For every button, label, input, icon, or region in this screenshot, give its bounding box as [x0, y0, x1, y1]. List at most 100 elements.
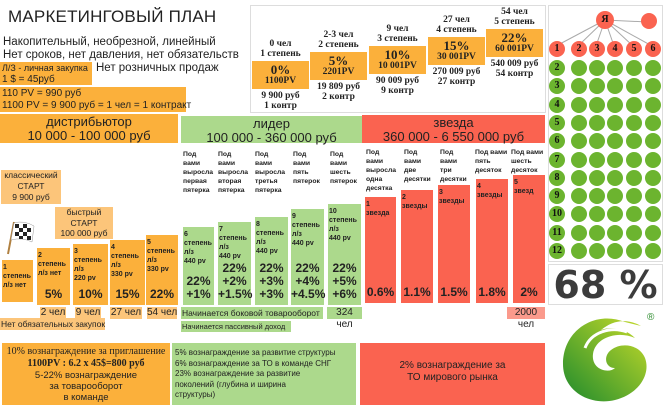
tree-node-level-1: 3: [589, 41, 605, 57]
tree-level-label: 2: [549, 60, 565, 76]
tree-node: [589, 96, 605, 113]
bar-percent: 2%: [520, 285, 538, 299]
tree-node: [607, 96, 623, 113]
tree-node: [626, 96, 642, 113]
bar-percent: 22%: [149, 287, 175, 301]
step-income: 540 009 руб 54 контр: [490, 59, 539, 79]
tree-node: [571, 133, 587, 150]
pv-1100: 1100 PV = 9 900 руб = 1 чел = 1 контракт: [2, 100, 192, 111]
tree-node: [645, 78, 661, 95]
tree-level-label: 8: [549, 169, 565, 186]
fast-start-box: быстрый СТАРТ 100 000 руб: [55, 207, 113, 239]
distributor-bar: 5 степень л/з 330 pv 22%: [146, 235, 178, 305]
star-condition: Под вами шесть десяток: [511, 149, 544, 174]
checkered-flag-icon: [7, 221, 35, 255]
tree-node-level-1: 6: [645, 41, 661, 57]
tree-node: [571, 96, 587, 113]
bar-level-text: 5 звезд: [514, 179, 534, 195]
leader-condition: Под вами пять пятерок: [293, 151, 320, 185]
tree-node: [571, 114, 587, 131]
leader-condition: Под вами шесть пятерок: [330, 151, 357, 185]
tree-node: [589, 151, 605, 168]
tree-node: [571, 224, 587, 241]
bar-level-text: 3 степень л/з 220 pv: [74, 248, 102, 282]
turnover-reward: 5-22% вознаграждение за товарооборот в к…: [34, 370, 138, 403]
people-count: 9 чел: [75, 307, 101, 319]
tree-level-label: 7: [549, 151, 565, 168]
tree-level-label: 5: [549, 114, 565, 131]
tree-node: [607, 169, 623, 186]
leader-title: лидер: [253, 116, 290, 131]
leader-condition: Под вами выросла первая пятерка: [183, 151, 214, 194]
tree-level-label: 4: [549, 96, 565, 113]
step-pv: 1100PV: [264, 76, 297, 86]
star-condition: Под вами три десятки: [440, 149, 467, 183]
page-title: МАРКЕТИНГОВЫЙ ПЛАН: [8, 7, 217, 26]
tree-node: [589, 133, 605, 150]
step-pv: 10 001PV: [378, 61, 417, 71]
tree-node: [607, 78, 623, 95]
invite-reward: 10% вознаграждение за приглашение: [6, 346, 166, 357]
star-bar: 5 звезд 2%: [513, 175, 545, 303]
generations-reward: 23% вознаграждение за развитие поколений…: [175, 369, 301, 399]
step-pv: 60 001PV: [495, 44, 534, 54]
personal-purchase-box: Л/З - личная закупка 1 $ = 45руб: [0, 62, 92, 85]
distributor-bar: 2 степень л/з нет 5%: [37, 248, 70, 305]
bar-level-text: 2 звезды: [402, 194, 428, 210]
bar-percent: 22% +1%: [186, 274, 211, 301]
leader-count: 324 чел: [327, 307, 362, 330]
cis-team-reward: 6% вознаграждение за ТО в команде СНГ: [175, 358, 332, 368]
tree-node: [626, 151, 642, 168]
bar-percent: 15%: [115, 287, 140, 301]
tree-node: [645, 114, 661, 131]
step-people-level: 27 чел 4 степень: [436, 15, 477, 35]
step-pv: 2201PV: [322, 67, 355, 77]
step-people-level: 0 чел 1 степень: [260, 39, 301, 59]
tree-node: [589, 60, 605, 76]
bar-level-text: 3 звезды: [439, 189, 465, 205]
bar-level-text: 8 степень л/з 440 pv: [256, 221, 284, 255]
tree-node: [589, 169, 605, 186]
tree-root-me: Я: [596, 11, 614, 29]
star-count: 2000 чел: [507, 307, 545, 330]
star-condition: Под вами две десятки: [404, 149, 431, 183]
tree-node: [589, 188, 605, 205]
bar-percent: 1.5%: [440, 285, 468, 299]
tree-node: [645, 96, 661, 113]
tree-node: [626, 224, 642, 241]
tree-level-label: 11: [549, 224, 565, 241]
step-box: 0% 1100PV: [252, 61, 309, 89]
world-market-reward: 2% вознаграждение за ТО мирового рынка: [399, 360, 506, 383]
step-income: 90 009 руб 9 контр: [375, 76, 420, 96]
tree-node: [607, 60, 623, 76]
leader-bar: 9 степень л/з 440 pv 22% +4% +4.5%: [291, 209, 325, 305]
tree-node: [589, 206, 605, 223]
step-income: 19 809 руб 2 контр: [316, 82, 361, 102]
tree-node: [645, 206, 661, 223]
bar-percent: 22% +2% +1.5%: [218, 261, 253, 301]
distributor-rewards: 10% вознаграждение за приглашение 1100PV…: [2, 343, 170, 405]
step-people-level: 54 чел 5 степень: [494, 7, 535, 27]
bar-level-text: 1 звезда: [366, 201, 390, 217]
bar-percent: 1.1%: [403, 285, 431, 299]
tree-node: [626, 133, 642, 150]
bar-level-text: 6 степень л/з 440 pv: [184, 231, 212, 265]
tree-level-label: 6: [549, 133, 565, 150]
leader-bar: 10 степень л/з 440 pv 22% +5% +6%: [328, 204, 361, 305]
star-rewards: 2% вознаграждение за ТО мирового рынка: [360, 343, 545, 405]
no-retail-label: Нет розничных продаж: [96, 62, 219, 74]
classic-start-box: классический СТАРТ 9 900 руб: [1, 170, 61, 204]
step-percent: 15%: [443, 38, 470, 53]
step-people-level: 9 чел 3 степень: [377, 24, 418, 44]
leader-condition: Под вами выросла вторая пятерка: [218, 151, 249, 194]
bar-level-text: 5 степень л/з 330 pv: [147, 239, 175, 273]
distributor-bar: 4 степень л/з 330 pv 15%: [110, 240, 145, 305]
tree-node: [589, 243, 605, 259]
tree-node: [571, 206, 587, 223]
distributor-bar: 3 степень л/з 220 pv 10%: [73, 244, 108, 305]
distributor-bar: 1 степень л/з нет: [2, 260, 33, 302]
tree-node: [626, 243, 642, 259]
tree-node: [571, 169, 587, 186]
registered-mark: ®: [647, 312, 655, 323]
